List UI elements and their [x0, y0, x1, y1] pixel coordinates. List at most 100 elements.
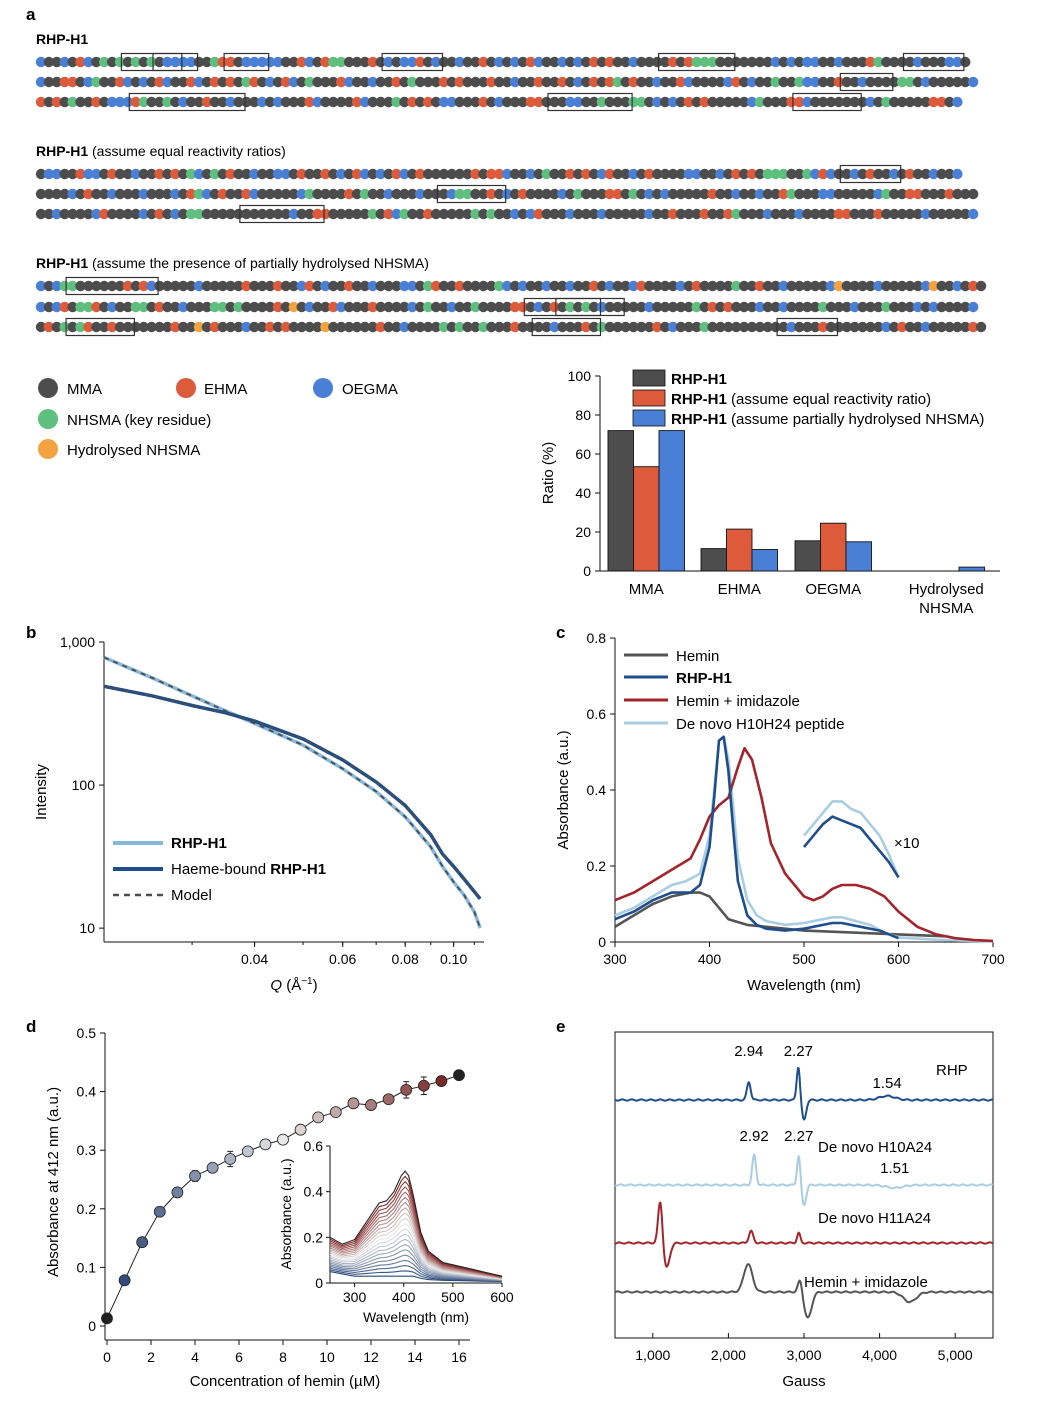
- monomer-ehma: [130, 96, 141, 108]
- monomer-mma: [185, 301, 197, 313]
- monomer-mma: [264, 188, 276, 200]
- monomer-mma: [501, 301, 513, 313]
- monomer-mma: [667, 76, 679, 88]
- monomer-oegma: [746, 76, 758, 88]
- monomer-mma: [312, 301, 323, 313]
- monomer-mma: [810, 301, 821, 313]
- monomer-mma: [99, 76, 110, 88]
- monomer-nhsma: [138, 96, 149, 108]
- monomer-mma: [462, 321, 473, 333]
- monomer-oegma: [557, 56, 568, 68]
- monomer-mma: [438, 56, 450, 68]
- monomer-ehma: [486, 188, 497, 200]
- monomer-mma: [415, 280, 426, 292]
- monomer-mma: [75, 188, 86, 200]
- monomer-mma: [699, 76, 710, 88]
- monomer-oegma: [786, 321, 797, 333]
- monomer-ehma: [841, 208, 852, 220]
- monomer-mma: [849, 56, 860, 68]
- monomer-mma: [233, 168, 244, 180]
- monomer-mma: [778, 96, 789, 108]
- monomer-mma: [430, 301, 442, 313]
- monomer-nhsma: [454, 321, 465, 333]
- monomer-mma: [873, 301, 884, 313]
- monomer-mma: [604, 301, 615, 313]
- monomer-mma: [707, 321, 718, 333]
- epr-chart: 1,000 2,000 3,000 4,000 5,000 2.94 2.271.542.…: [614, 1031, 994, 1390]
- monomer-oegma: [91, 208, 102, 220]
- monomer-mma: [407, 321, 418, 333]
- epr-trace-label-h10a24: De novo H10A24: [818, 1139, 932, 1156]
- monomer-oegma: [833, 56, 845, 68]
- monomer-mma: [75, 96, 86, 108]
- monomer-mma: [328, 280, 339, 292]
- monomer-oegma: [952, 56, 963, 68]
- uvvis-line-de-novo-h10h24-peptide: [614, 735, 994, 943]
- monomer-oegma: [178, 96, 189, 108]
- monomer-mma: [738, 301, 750, 313]
- monomer-oegma: [43, 168, 55, 180]
- monomer-oegma: [399, 56, 410, 68]
- monomer-ehma: [241, 188, 252, 200]
- sequence-box: [657, 52, 736, 72]
- monomer-mma: [312, 188, 323, 200]
- monomer-ehma: [612, 188, 623, 200]
- monomer-ehma: [343, 280, 355, 292]
- monomer-mma: [636, 301, 647, 313]
- monomer-mma: [193, 301, 205, 313]
- monomer-mma: [470, 321, 481, 333]
- monomer-mma: [738, 188, 750, 200]
- monomer-mma: [122, 168, 134, 180]
- monomer-mma: [770, 96, 781, 108]
- monomer-oegma: [304, 56, 315, 68]
- monomer-oegma: [114, 96, 126, 108]
- titration-points: [101, 1069, 465, 1325]
- legend-label-nhsma: NHSMA (key residue): [67, 412, 211, 429]
- sequence-box: [65, 276, 159, 296]
- legend-dot-nhsma: [38, 409, 58, 429]
- monomer-oegma: [35, 301, 47, 313]
- inset-y-label: Absorbance (a.u.): [278, 1158, 294, 1269]
- monomer-mma: [336, 280, 347, 292]
- monomer-ehma: [968, 280, 979, 292]
- uvvis-lines: [614, 735, 994, 943]
- monomer-oegma: [336, 301, 347, 313]
- monomer-mma: [731, 301, 742, 313]
- inset-ticks: 300 400 500 600 0 0.2 0.4 0.6: [304, 1138, 514, 1305]
- monomer-mma: [889, 280, 900, 292]
- monomer-mma: [178, 280, 189, 292]
- monomer-oegma: [178, 56, 189, 68]
- monomer-mma: [794, 188, 805, 200]
- monomer-mma: [557, 301, 568, 313]
- monomer-ehma: [154, 76, 165, 88]
- monomer-mma: [486, 280, 497, 292]
- panel-label-d: d: [26, 1017, 36, 1036]
- monomer-mma: [138, 56, 149, 68]
- monomer-mma: [146, 96, 157, 108]
- monomer-ehma: [154, 301, 165, 313]
- monomer-oegma: [296, 188, 307, 200]
- uvvis-y-tick-label: 0: [598, 934, 606, 950]
- monomer-oegma: [920, 208, 931, 220]
- monomer-mma: [817, 56, 829, 68]
- monomer-mma: [557, 96, 568, 108]
- monomer-mma: [975, 280, 987, 292]
- inset-spectrum-line: [329, 1222, 503, 1280]
- monomer-mma: [272, 188, 284, 200]
- monomer-mma: [391, 301, 402, 313]
- monomer-mma: [114, 188, 126, 200]
- monomer-mma: [833, 168, 845, 180]
- monomer-mma: [241, 168, 252, 180]
- monomer-mma: [233, 188, 244, 200]
- epr-trace-label-h11a24: De novo H11A24: [818, 1210, 931, 1227]
- monomer-mma: [225, 301, 236, 313]
- monomer-mma: [320, 301, 331, 313]
- monomer-mma: [802, 301, 813, 313]
- monomer-oegma: [83, 168, 94, 180]
- monomer-ehma: [43, 321, 55, 333]
- monomer-mma: [849, 208, 860, 220]
- monomer-mma: [225, 188, 236, 200]
- monomer-mma: [446, 321, 457, 333]
- monomer-mma: [525, 188, 536, 200]
- monomer-oegma: [83, 56, 94, 68]
